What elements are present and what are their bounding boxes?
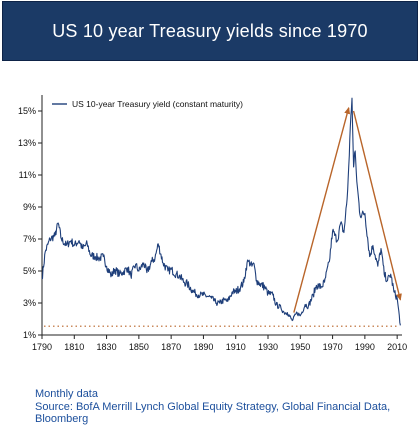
x-tick-label: 1790 xyxy=(32,342,52,352)
x-tick-label: 1990 xyxy=(355,342,375,352)
yield-chart: 1% 3% 5% 7% 9% 11% 13% 15% 1790 1810 1830 1850 1870 1… xyxy=(18,95,407,352)
x-tick-label: 1830 xyxy=(97,342,117,352)
y-tick-label: 13% xyxy=(18,138,36,148)
x-tick-label: 1970 xyxy=(323,342,343,352)
y-tick-label: 1% xyxy=(23,330,36,340)
x-tick-label: 1850 xyxy=(129,342,149,352)
footer-note: Monthly data xyxy=(35,388,98,400)
x-tick-label: 1910 xyxy=(226,342,246,352)
x-tick-label: 1810 xyxy=(64,342,84,352)
x-tick-label: 1870 xyxy=(161,342,181,352)
x-tick-label: 1930 xyxy=(258,342,278,352)
y-tick-label: 7% xyxy=(23,234,36,244)
y-tick-label: 3% xyxy=(23,298,36,308)
legend-label: US 10-year Treasury yield (constant matu… xyxy=(72,99,243,109)
chart-axes: 1% 3% 5% 7% 9% 11% 13% 15% 1790 1810 1830 1850 1870 1… xyxy=(18,95,407,352)
y-tick-label: 9% xyxy=(23,202,36,212)
title-banner: US 10 year Treasury yields since 1970 xyxy=(2,1,418,61)
footer-source: Source: BofA Merrill Lynch Global Equity… xyxy=(35,400,391,426)
series-line-us-10y-yield xyxy=(41,97,401,326)
trend-arrow-rising xyxy=(293,106,351,313)
chart-title: US 10 year Treasury yields since 1970 xyxy=(52,20,368,41)
y-tick-label: 15% xyxy=(18,106,36,116)
chart-plot-area xyxy=(41,97,402,327)
y-tick-label: 5% xyxy=(23,266,36,276)
chart-legend: US 10-year Treasury yield (constant matu… xyxy=(52,99,243,109)
chart-footer: Monthly data Source: BofA Merrill Lynch … xyxy=(35,388,415,426)
y-tick-label: 11% xyxy=(19,170,36,180)
x-tick-label: 1950 xyxy=(290,342,310,352)
trend-arrow-falling xyxy=(352,110,402,301)
x-tick-label: 1890 xyxy=(193,342,213,352)
x-tick-label: 2010 xyxy=(387,342,407,352)
